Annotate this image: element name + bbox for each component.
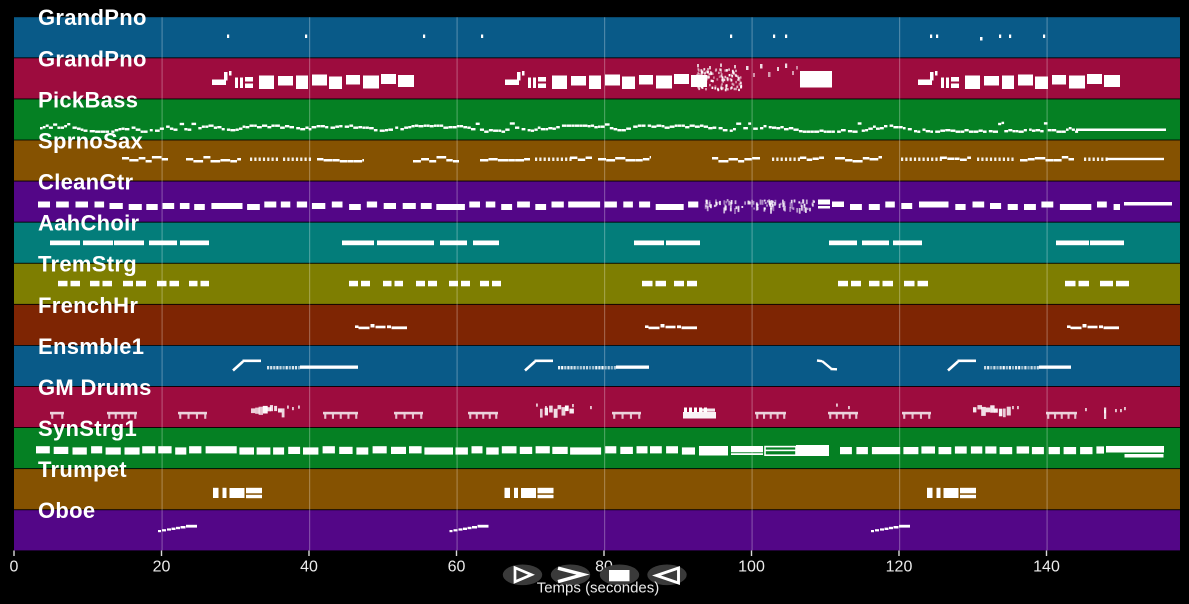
svg-text:Trumpet: Trumpet bbox=[38, 457, 127, 482]
svg-text:SynStrg1: SynStrg1 bbox=[38, 416, 137, 441]
svg-text:GrandPno: GrandPno bbox=[38, 5, 147, 30]
svg-text:100: 100 bbox=[738, 559, 765, 576]
svg-text:SprnoSax: SprnoSax bbox=[38, 128, 144, 153]
svg-text:Ensmble1: Ensmble1 bbox=[38, 334, 144, 359]
svg-text:Temps (secondes): Temps (secondes) bbox=[537, 580, 660, 597]
svg-text:Oboe: Oboe bbox=[38, 498, 95, 523]
svg-text:120: 120 bbox=[886, 559, 913, 576]
svg-text:PickBass: PickBass bbox=[38, 87, 138, 112]
svg-text:AahChoir: AahChoir bbox=[38, 211, 140, 236]
svg-text:GM Drums: GM Drums bbox=[38, 375, 152, 400]
svg-text:40: 40 bbox=[300, 559, 318, 576]
svg-text:FrenchHr: FrenchHr bbox=[38, 293, 138, 318]
svg-text:0: 0 bbox=[10, 559, 19, 576]
svg-text:GrandPno: GrandPno bbox=[38, 46, 147, 71]
svg-text:60: 60 bbox=[448, 559, 466, 576]
svg-text:TremStrg: TremStrg bbox=[38, 252, 137, 277]
svg-text:20: 20 bbox=[153, 559, 171, 576]
svg-text:140: 140 bbox=[1033, 559, 1060, 576]
svg-text:CleanGtr: CleanGtr bbox=[38, 170, 133, 195]
